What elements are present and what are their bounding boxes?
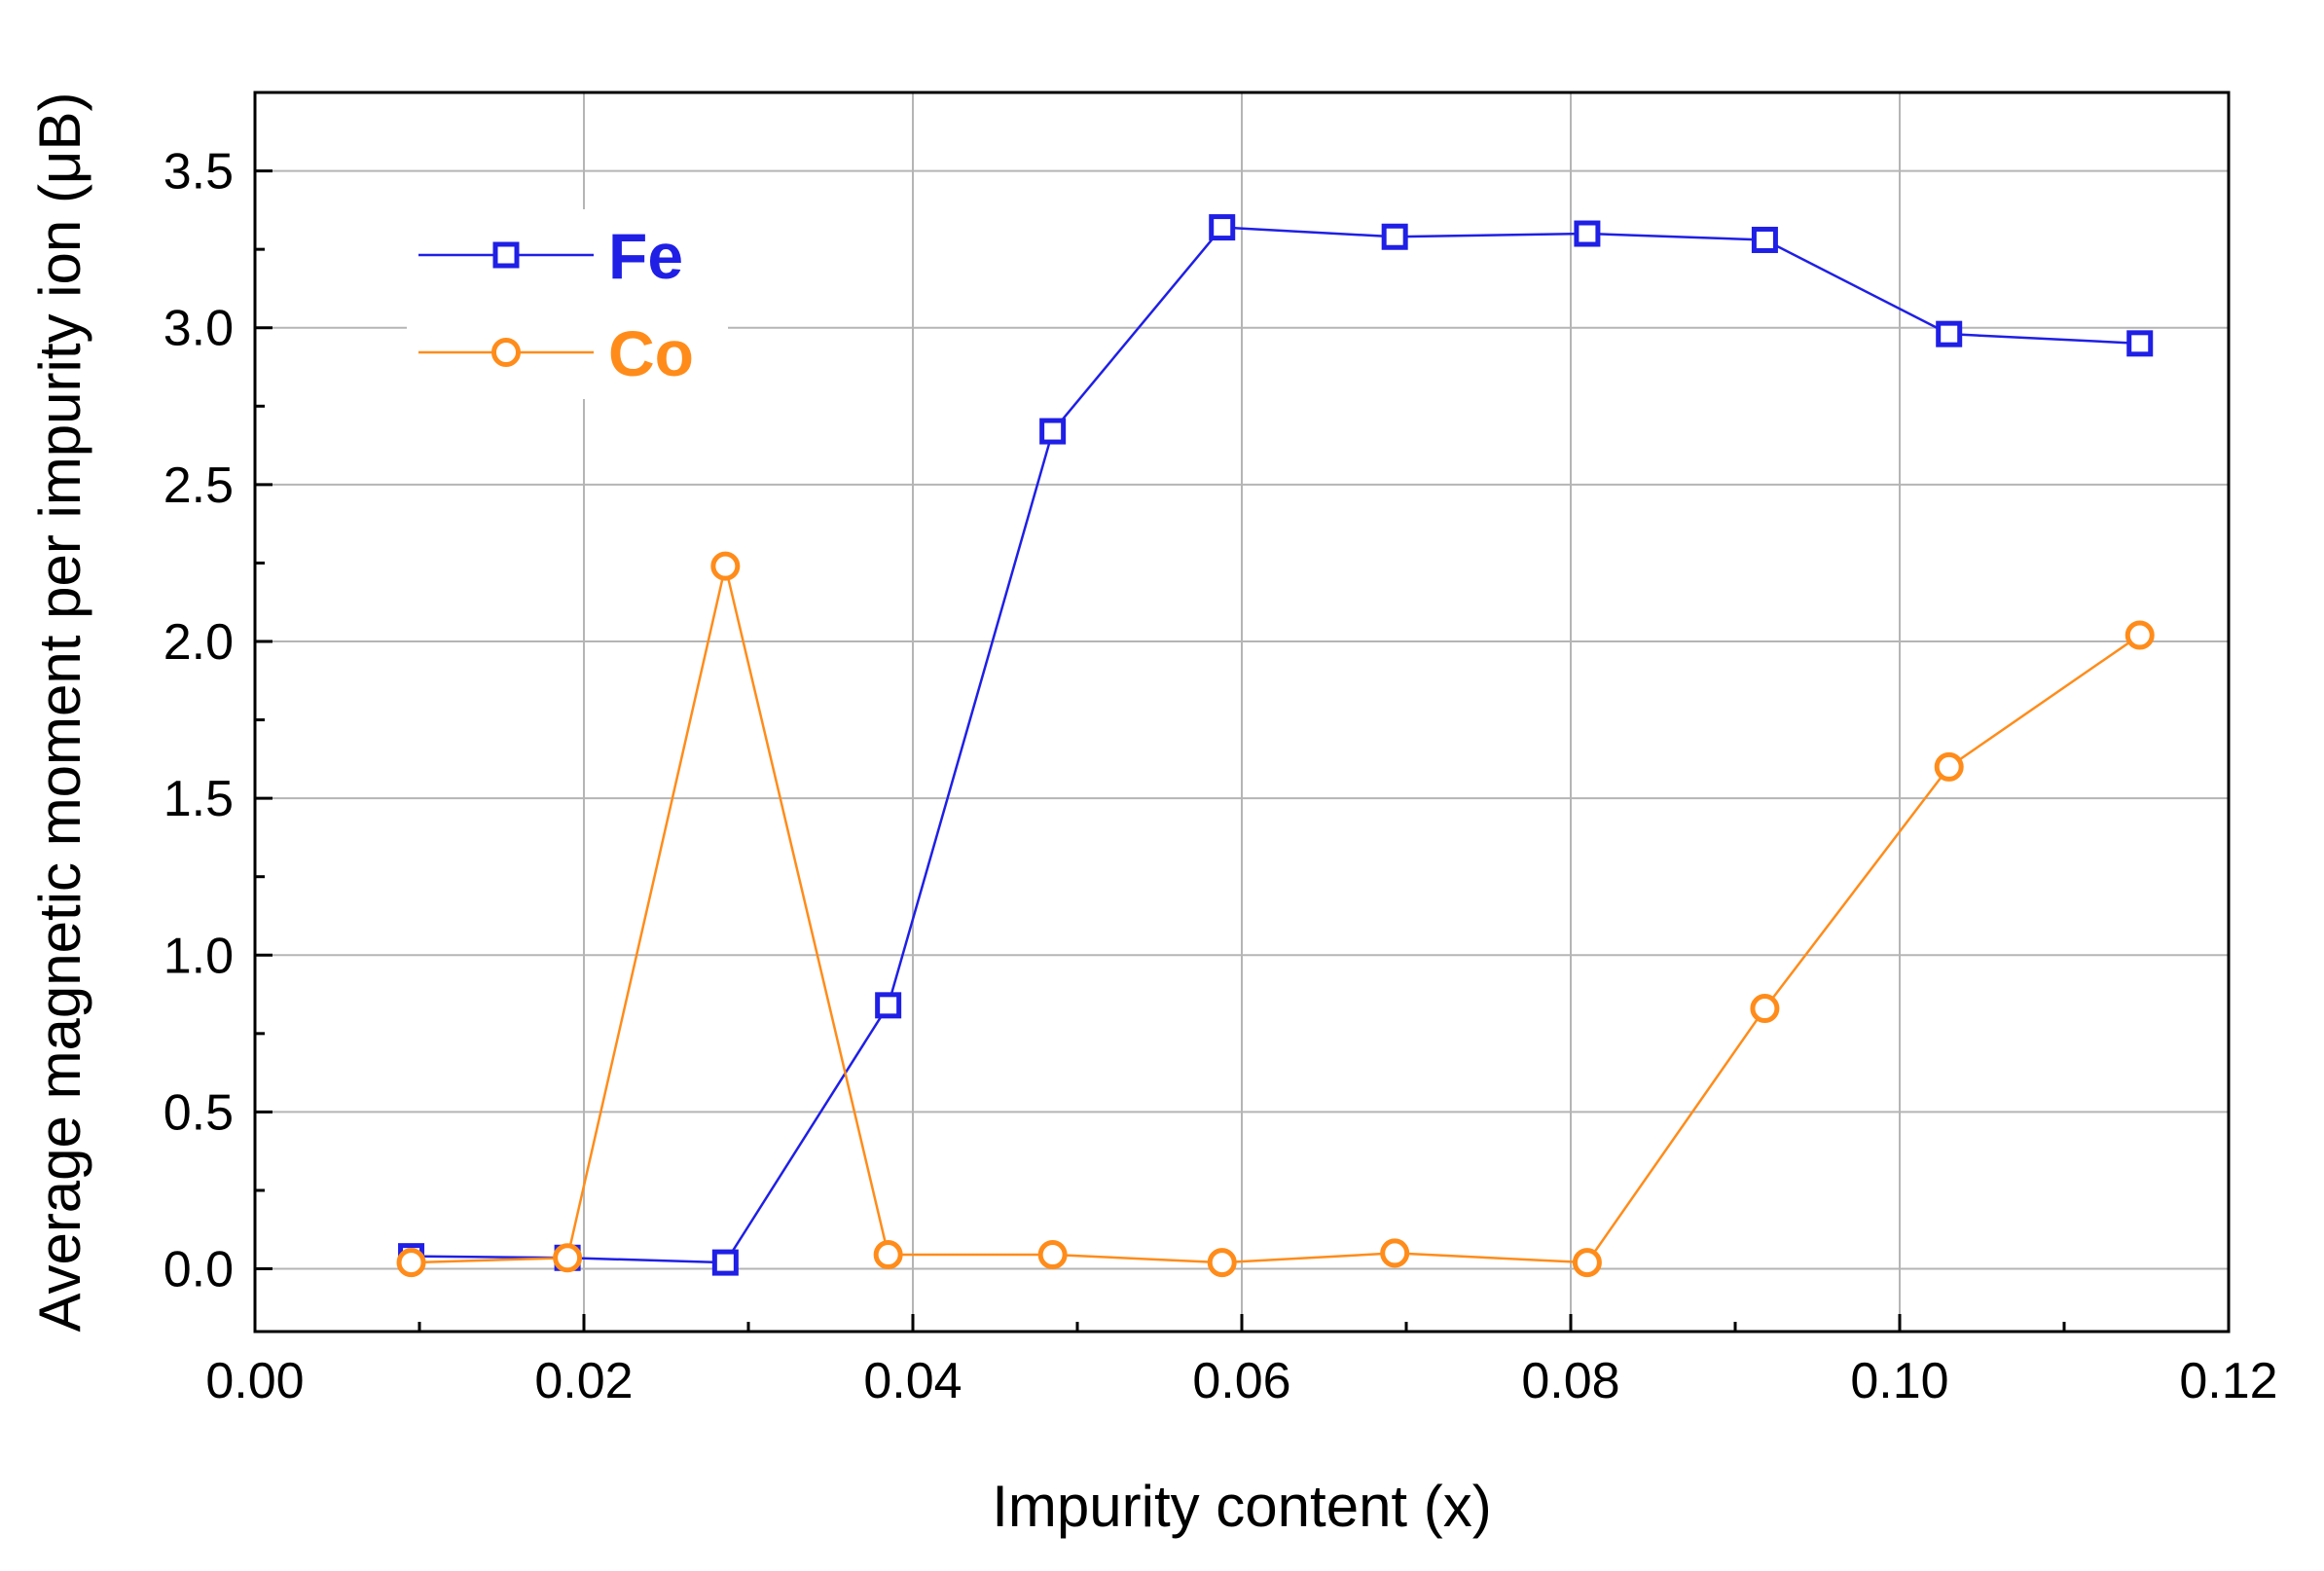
legend-background bbox=[407, 209, 728, 399]
fe-data-point bbox=[1209, 214, 1236, 241]
y-tick-label: 1.0 bbox=[163, 928, 234, 984]
fe-data-point bbox=[2126, 330, 2154, 357]
co-legend-marker bbox=[491, 338, 521, 367]
co-data-point bbox=[1572, 1248, 1602, 1278]
co-series-line bbox=[411, 566, 2141, 1264]
y-axis-title: Average magnetic moment per impurity ion… bbox=[27, 92, 92, 1333]
y-tick-label: 2.0 bbox=[163, 614, 234, 671]
co-data-point bbox=[1934, 751, 1964, 782]
series-layer bbox=[396, 214, 2155, 1278]
co-data-point bbox=[710, 551, 741, 581]
fe-legend-label: Fe bbox=[608, 220, 683, 292]
x-tick-label: 0.04 bbox=[863, 1353, 962, 1409]
co-legend-label: Co bbox=[608, 317, 694, 389]
x-tick-label: 0.06 bbox=[1192, 1353, 1290, 1409]
y-tick-label: 2.5 bbox=[163, 457, 234, 514]
fe-data-point bbox=[1936, 320, 1963, 347]
y-tick-label: 0.0 bbox=[163, 1242, 234, 1298]
fe-data-point bbox=[875, 992, 902, 1019]
fe-data-point bbox=[1039, 418, 1067, 445]
y-tick-label: 1.5 bbox=[163, 771, 234, 827]
y-tick-label: 3.0 bbox=[163, 301, 234, 357]
x-tick-label: 0.10 bbox=[1850, 1353, 1948, 1409]
plot-area-frame bbox=[253, 91, 2231, 1334]
co-data-point bbox=[1207, 1248, 1237, 1278]
co-data-point bbox=[873, 1240, 903, 1270]
fe-legend-marker bbox=[492, 241, 520, 269]
x-tick-label: 0.12 bbox=[2179, 1353, 2277, 1409]
co-data-point bbox=[1750, 994, 1780, 1024]
x-tick-label: 0.08 bbox=[1521, 1353, 1619, 1409]
legend: Fe Co bbox=[407, 209, 728, 399]
co-data-point bbox=[396, 1248, 426, 1278]
y-tick-label: 0.5 bbox=[163, 1084, 234, 1141]
co-data-point bbox=[2124, 620, 2155, 650]
co-data-point bbox=[553, 1243, 583, 1273]
x-tick-label: 0.00 bbox=[205, 1353, 304, 1409]
tick-labels: 0.00 0.02 0.04 0.06 0.08 0.10 0.12 0.0 0.5 1.0 1.5… bbox=[163, 144, 2278, 1409]
x-axis-title: Impurity content (x) bbox=[992, 1474, 1492, 1539]
fe-data-point bbox=[711, 1249, 739, 1276]
y-tick-label: 3.5 bbox=[163, 144, 234, 201]
x-tick-label: 0.02 bbox=[534, 1353, 633, 1409]
co-data-point bbox=[1037, 1240, 1068, 1270]
fe-data-point bbox=[1751, 226, 1778, 253]
fe-data-point bbox=[1574, 220, 1601, 247]
fe-data-point bbox=[1381, 223, 1408, 250]
co-data-point bbox=[1380, 1238, 1410, 1268]
